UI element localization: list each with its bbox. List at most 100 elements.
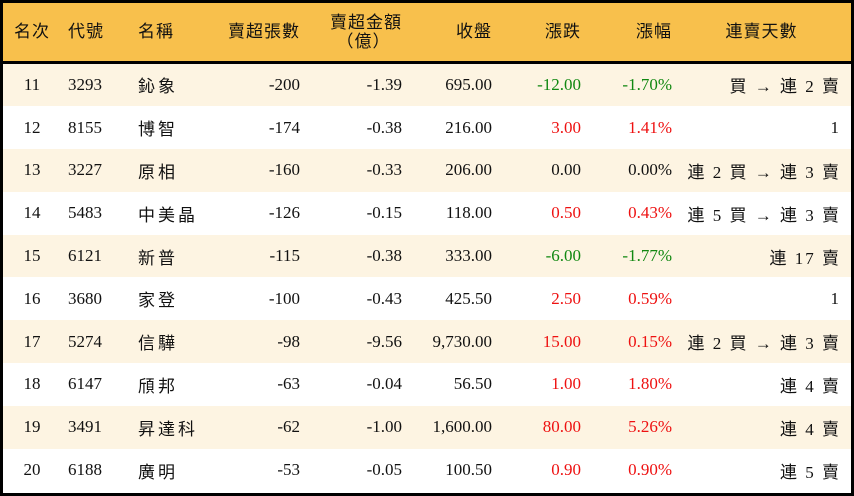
cell-pct: 1.41% [628, 117, 672, 137]
cell-amount: -0.33 [366, 160, 402, 180]
cell-close: 100.50 [445, 460, 492, 480]
header-shares: 賣超張數 [228, 22, 300, 42]
cell-shares: -174 [268, 117, 300, 137]
sell-ranking-table-container: 名次 代號 名稱 賣超張數 賣超金額 （億） 收盤 漲跌 漲幅 連賣天數 11 32… [3, 3, 851, 493]
cell-streak: 1 [830, 288, 841, 308]
cell-pct: -1.77% [622, 246, 672, 266]
cell-code: 5483 [68, 203, 102, 223]
cell-pct: 0.43% [628, 203, 672, 223]
header-close: 收盤 [456, 22, 492, 42]
header-row: 名次 代號 名稱 賣超張數 賣超金額 （億） 收盤 漲跌 漲幅 連賣天數 [3, 3, 851, 62]
table-row[interactable]: 11 3293 鈊象 -200 -1.39 695.00 -12.00 -1.70% 買 → 連… [3, 62, 851, 107]
cell-close: 216.00 [445, 117, 492, 137]
cell-streak: 連 2 買 → 連 3 賣 [687, 162, 841, 182]
cell-close: 425.50 [445, 288, 492, 308]
cell-name: 中美晶 [138, 205, 198, 225]
cell-streak: 1 [830, 117, 841, 137]
cell-amount: -0.38 [366, 117, 402, 137]
cell-pct: 1.80% [628, 374, 672, 394]
cell-streak: 買 → 連 2 賣 [729, 77, 841, 97]
cell-rank: 14 [23, 203, 41, 223]
cell-shares: -63 [277, 374, 300, 394]
cell-code: 6121 [68, 246, 102, 266]
cell-shares: -200 [268, 74, 300, 94]
cell-rank: 16 [23, 288, 41, 308]
cell-amount: -0.15 [366, 203, 402, 223]
cell-code: 6188 [68, 460, 102, 480]
cell-change: 15.00 [542, 331, 581, 351]
cell-name: 原相 [138, 162, 178, 182]
cell-amount: -9.56 [366, 331, 402, 351]
header-amount-line1: 賣超金額 [330, 12, 402, 32]
table-row[interactable]: 19 3491 昇達科 -62 -1.00 1,600.00 80.00 5.26% 連 4 賣 [3, 405, 851, 449]
cell-streak: 連 17 賣 [769, 248, 841, 268]
cell-code: 3491 [68, 417, 102, 437]
cell-name: 昇達科 [138, 419, 198, 439]
cell-amount: -0.43 [366, 288, 402, 308]
table-row[interactable]: 15 6121 新普 -115 -0.38 333.00 -6.00 -1.77% 連 17 賣 [3, 234, 851, 278]
cell-rank: 18 [23, 374, 41, 394]
cell-rank: 11 [23, 74, 41, 94]
cell-amount: -1.00 [366, 417, 402, 437]
cell-change: -6.00 [545, 246, 581, 266]
cell-pct: 0.00% [628, 160, 672, 180]
header-pct: 漲幅 [636, 22, 672, 42]
cell-streak: 連 4 賣 [780, 376, 841, 396]
cell-code: 3227 [68, 160, 102, 180]
cell-streak: 連 5 賣 [780, 462, 841, 482]
cell-change: 0.50 [551, 203, 581, 223]
cell-change: 0.90 [551, 460, 581, 480]
cell-name: 信驊 [138, 334, 178, 354]
cell-name: 新普 [138, 248, 178, 268]
cell-code: 6147 [68, 374, 102, 394]
cell-shares: -160 [268, 160, 300, 180]
cell-change: 1.00 [551, 374, 581, 394]
header-rank: 名次 [14, 22, 50, 42]
cell-shares: -53 [277, 460, 300, 480]
cell-rank: 17 [23, 331, 41, 351]
cell-close: 333.00 [445, 246, 492, 266]
cell-amount: -0.04 [366, 374, 402, 394]
cell-pct: 0.59% [628, 288, 672, 308]
cell-shares: -126 [268, 203, 300, 223]
cell-shares: -115 [269, 246, 300, 266]
header-amount: 賣超金額 （億） [300, 3, 402, 62]
header-code: 代號 [68, 22, 104, 42]
cell-name: 頎邦 [138, 376, 178, 396]
cell-close: 9,730.00 [432, 331, 493, 351]
cell-code: 8155 [68, 117, 102, 137]
cell-pct: -1.70% [622, 74, 672, 94]
table-row[interactable]: 13 3227 原相 -160 -0.33 206.00 0.00 0.00% 連 2 買 → … [3, 149, 851, 192]
cell-amount: -0.38 [366, 246, 402, 266]
cell-rank: 12 [23, 117, 41, 137]
cell-change: 0.00 [551, 160, 581, 180]
cell-name: 家登 [138, 291, 178, 311]
table-row[interactable]: 14 5483 中美晶 -126 -0.15 118.00 0.50 0.43% 連 5 買 →… [3, 191, 851, 235]
table-row[interactable]: 12 8155 博智 -174 -0.38 216.00 3.00 1.41% 1 [3, 106, 851, 150]
cell-amount: -0.05 [366, 460, 402, 480]
cell-close: 695.00 [445, 74, 492, 94]
cell-change: -12.00 [537, 74, 581, 94]
cell-close: 118.00 [445, 203, 492, 223]
cell-shares: -100 [268, 288, 300, 308]
cell-close: 56.50 [453, 374, 492, 394]
cell-close: 1,600.00 [432, 417, 493, 437]
cell-code: 3680 [68, 288, 102, 308]
table-row[interactable]: 16 3680 家登 -100 -0.43 425.50 2.50 0.59% 1 [3, 277, 851, 321]
header-amount-unit: （億） [336, 31, 391, 51]
cell-amount: -1.39 [366, 74, 402, 94]
cell-rank: 13 [23, 160, 41, 180]
cell-code: 5274 [68, 331, 102, 351]
cell-name: 鈊象 [138, 77, 178, 97]
cell-name: 博智 [138, 120, 178, 140]
cell-close: 206.00 [445, 160, 492, 180]
table-row[interactable]: 20 6188 廣明 -53 -0.05 100.50 0.90 0.90% 連 5 賣 [3, 448, 851, 492]
table-row[interactable]: 17 5274 信驊 -98 -9.56 9,730.00 15.00 0.15% 連 2 買 … [3, 320, 851, 364]
cell-code: 3293 [68, 74, 102, 94]
table-row[interactable]: 18 6147 頎邦 -63 -0.04 56.50 1.00 1.80% 連 4 賣 [3, 363, 851, 406]
cell-name: 廣明 [138, 462, 178, 482]
cell-pct: 0.15% [628, 331, 672, 351]
cell-rank: 19 [23, 417, 41, 437]
header-change: 漲跌 [545, 22, 581, 42]
cell-change: 3.00 [551, 117, 581, 137]
